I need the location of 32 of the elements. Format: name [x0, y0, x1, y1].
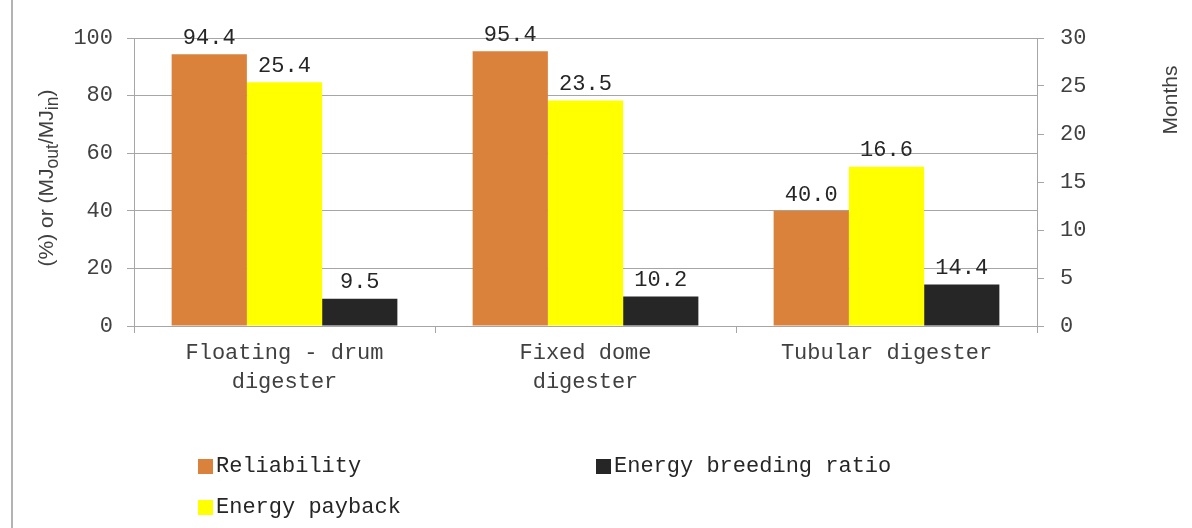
y2-tick-label: 15: [1060, 169, 1087, 195]
data-label: 16.6: [860, 138, 913, 164]
y2-tick-label: 5: [1060, 265, 1074, 291]
y2-axis-title: Months: [1157, 65, 1183, 135]
legend-label: Reliability: [216, 454, 362, 479]
y2-tick-label: 30: [1060, 25, 1087, 51]
y2-tick-label: 25: [1060, 73, 1087, 99]
data-label: 95.4: [483, 23, 537, 49]
data-label: 9.5: [339, 270, 380, 296]
x-tick-label: Tubular digester: [780, 341, 993, 367]
y2-tick-label: 20: [1060, 121, 1087, 147]
bar: [623, 296, 699, 326]
y-tick-label: 0: [99, 313, 113, 339]
y-tick-label: 80: [86, 83, 113, 109]
y2-tick-label: 10: [1060, 217, 1087, 243]
data-label: 25.4: [258, 53, 311, 79]
data-label: 10.2: [634, 268, 688, 294]
y-tick-label: 20: [86, 256, 113, 282]
bar: [924, 284, 1000, 326]
data-label: 40.0: [784, 182, 838, 208]
x-tick-label: Floating - drum digester: [185, 341, 384, 395]
y-tick-label: 100: [73, 25, 113, 51]
data-label: 94.4: [182, 25, 236, 51]
bar: [322, 298, 398, 326]
data-label: 14.4: [935, 256, 989, 282]
x-tick-label: Fixed dome digester: [519, 341, 652, 395]
y2-tick-label: 0: [1060, 313, 1074, 339]
legend-label: Energy breeding ratio: [614, 454, 892, 479]
y-tick-label: 60: [86, 141, 113, 167]
y-tick-label: 40: [86, 198, 113, 224]
data-label: 23.5: [559, 72, 612, 98]
legend-label: Energy payback: [216, 495, 401, 520]
